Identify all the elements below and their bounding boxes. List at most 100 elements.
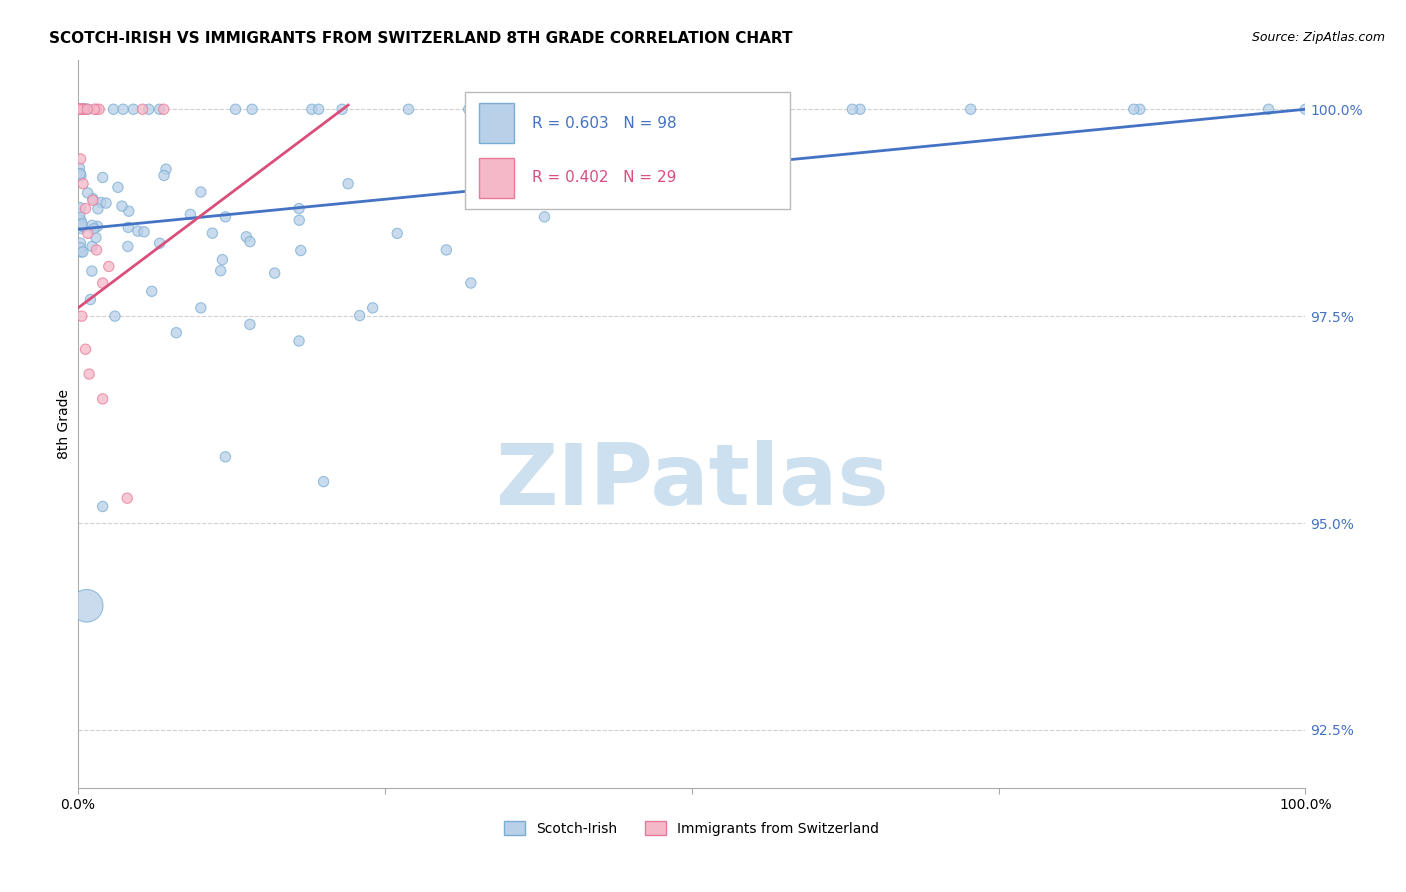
Point (70, 309, 93, 323)
Point (70, 221, 93, 235)
Point (190, 185, 212, 199)
Point (349, 309, 371, 323)
Point (94, 196, 117, 211)
Point (69, 152, 91, 166)
Point (83, 221, 105, 235)
Point (263, 266, 285, 280)
Point (97, 260, 120, 274)
Point (118, 204, 141, 219)
Point (69, 207, 91, 221)
Point (80, 239, 103, 253)
Point (91, 392, 114, 406)
Point (209, 263, 232, 277)
Point (77, 227, 100, 241)
Point (132, 225, 155, 239)
Point (70, 219, 93, 233)
Point (67, 102, 90, 116)
Text: Source: ZipAtlas.com: Source: ZipAtlas.com (1251, 31, 1385, 45)
Point (70, 169, 93, 183)
Text: R = 0.603   N = 98: R = 0.603 N = 98 (533, 116, 676, 131)
Point (69, 241, 91, 255)
Point (337, 177, 360, 191)
Point (104, 309, 127, 323)
Point (214, 210, 236, 224)
Point (301, 102, 323, 116)
Point (141, 285, 163, 299)
Point (72, 219, 94, 234)
Point (67, 102, 90, 116)
FancyBboxPatch shape (465, 93, 790, 209)
Point (72, 102, 94, 116)
Point (959, 102, 981, 116)
Point (76, 186, 98, 200)
Point (72, 102, 94, 116)
Point (201, 226, 224, 240)
Point (131, 102, 153, 116)
Point (224, 102, 246, 116)
Point (308, 102, 330, 116)
Point (460, 276, 482, 290)
Point (138, 102, 160, 116)
Point (67, 161, 90, 175)
Point (179, 207, 201, 221)
Point (288, 334, 311, 348)
Point (235, 229, 257, 244)
Point (70, 213, 93, 227)
Point (70, 217, 93, 231)
Point (152, 102, 174, 116)
Point (86, 243, 108, 257)
Point (398, 102, 420, 116)
Point (72, 177, 94, 191)
Point (86, 219, 108, 234)
Point (69, 102, 91, 116)
Point (72, 102, 94, 116)
Point (75, 102, 97, 116)
Legend: Scotch-Irish, Immigrants from Switzerland: Scotch-Irish, Immigrants from Switzerlan… (505, 821, 879, 836)
Point (1257, 102, 1279, 116)
Point (89, 102, 111, 116)
Point (72, 244, 94, 259)
Text: ZIPatlas: ZIPatlas (495, 441, 889, 524)
Point (1122, 102, 1144, 116)
Point (117, 239, 139, 253)
Point (73, 102, 96, 116)
Point (330, 102, 353, 116)
Point (76, 102, 98, 116)
Point (457, 102, 479, 116)
Point (148, 102, 170, 116)
Point (312, 475, 335, 489)
Y-axis label: 8th Grade: 8th Grade (58, 389, 72, 458)
Point (361, 301, 384, 315)
Point (69, 167, 91, 181)
Point (73, 102, 96, 116)
Point (67, 102, 90, 116)
Point (79, 293, 101, 307)
Point (107, 180, 129, 194)
Point (149, 236, 172, 251)
Point (240, 102, 263, 116)
Point (84, 230, 107, 244)
Point (67, 102, 90, 116)
Point (288, 202, 311, 216)
Point (82, 192, 104, 206)
Point (721, 102, 744, 116)
Point (69, 235, 91, 250)
Point (83, 102, 105, 116)
Point (67, 102, 90, 116)
Point (533, 210, 555, 224)
Point (115, 491, 138, 506)
Point (434, 243, 457, 257)
Point (190, 301, 212, 315)
Point (165, 326, 187, 340)
Point (103, 102, 125, 116)
Point (592, 102, 614, 116)
Point (153, 169, 176, 183)
Point (849, 102, 872, 116)
Point (90, 195, 112, 210)
Point (122, 102, 145, 116)
Text: SCOTCH-IRISH VS IMMIGRANTS FROM SWITZERLAND 8TH GRADE CORRELATION CHART: SCOTCH-IRISH VS IMMIGRANTS FROM SWITZERL… (49, 31, 793, 46)
Point (91, 276, 114, 290)
Point (127, 224, 149, 238)
Point (599, 102, 621, 116)
Point (117, 220, 139, 235)
